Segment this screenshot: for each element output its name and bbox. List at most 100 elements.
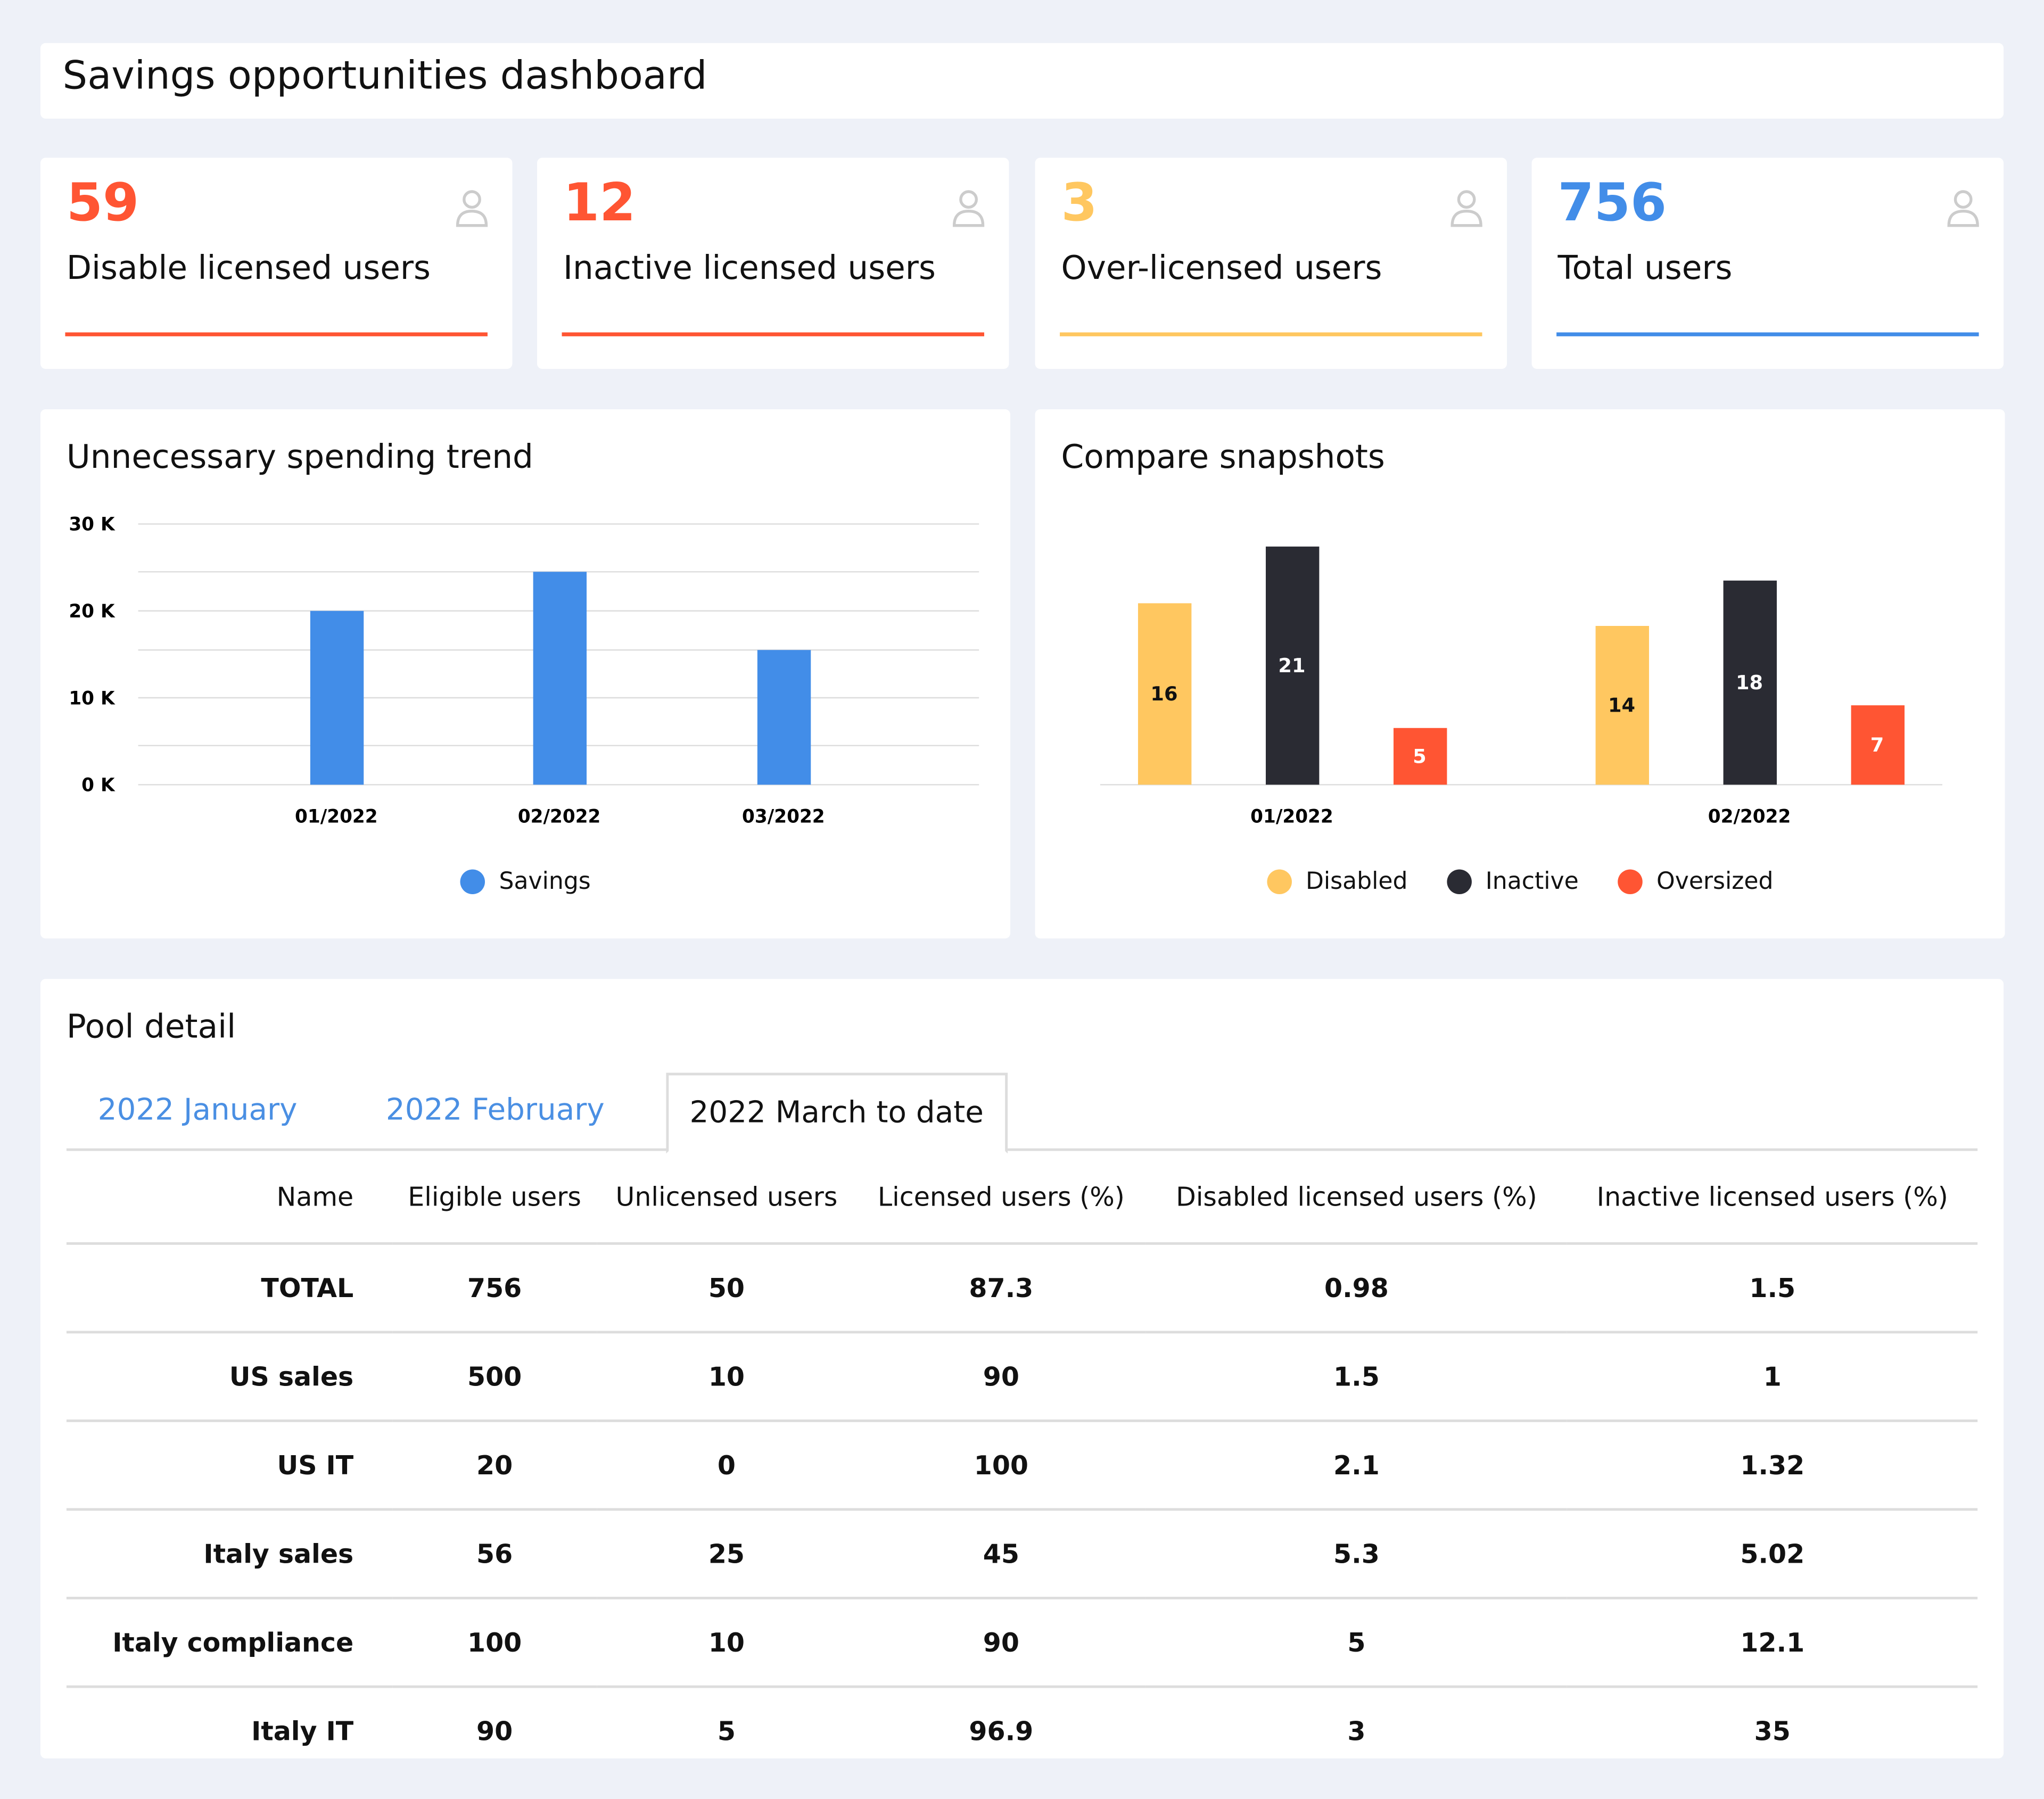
table-cell: 50 bbox=[596, 1243, 857, 1334]
table-cell: 5 bbox=[1145, 1598, 1568, 1688]
column-header[interactable]: Inactive licensed users (%) bbox=[1567, 1151, 1978, 1245]
x-tick-label: 03/2022 bbox=[742, 806, 825, 827]
legend-dot bbox=[1446, 869, 1471, 895]
stat-underline bbox=[1060, 332, 1482, 336]
column-header[interactable]: Disabled licensed users (%) bbox=[1145, 1151, 1568, 1245]
chart-title: Unnecessary spending trend bbox=[66, 438, 533, 476]
x-tick-label: 01/2022 bbox=[295, 806, 378, 827]
table-cell: Italy sales bbox=[66, 1509, 393, 1599]
bar-savings bbox=[757, 650, 811, 785]
table-cell: 20 bbox=[392, 1421, 597, 1511]
page-title: Savings opportunities dashboard bbox=[62, 53, 707, 100]
table-cell: 1.5 bbox=[1145, 1332, 1568, 1422]
stat-value: 59 bbox=[66, 173, 139, 234]
x-tick-label: 02/2022 bbox=[518, 806, 601, 827]
table-cell: 756 bbox=[392, 1243, 597, 1334]
pool-tabs: 2022 January 2022 February 2022 March to… bbox=[66, 1072, 1978, 1154]
bar-oversized bbox=[1851, 705, 1905, 785]
stat-underline bbox=[562, 332, 984, 336]
legend-item-disabled[interactable]: Disabled bbox=[1266, 868, 1407, 895]
table-cell: 45 bbox=[856, 1509, 1146, 1599]
table-cell: US IT bbox=[66, 1421, 393, 1511]
table-row[interactable]: Italy IT 90 5 96.9 3 35 bbox=[67, 1687, 1977, 1774]
user-icon bbox=[1947, 190, 1979, 227]
bar-disabled bbox=[1595, 626, 1649, 785]
legend-item-oversized[interactable]: Oversized bbox=[1617, 868, 1774, 896]
tab-2022-february[interactable]: 2022 February bbox=[385, 1093, 605, 1128]
stat-underline bbox=[1556, 332, 1979, 336]
legend-label: Inactive bbox=[1485, 868, 1579, 896]
chart-legend: Disabled Inactive Oversized bbox=[1035, 868, 2005, 901]
table-cell: TOTAL bbox=[66, 1243, 393, 1334]
stat-underline bbox=[65, 332, 488, 336]
table-cell: 3 bbox=[1347, 1715, 1366, 1747]
y-tick-label: 20 K bbox=[69, 601, 116, 622]
bar-savings bbox=[310, 610, 364, 785]
stat-card: 756 Total users bbox=[1531, 158, 2004, 369]
data-label: 5 bbox=[1413, 745, 1427, 768]
bar-oversized bbox=[1393, 728, 1447, 785]
table-cell: 1.32 bbox=[1567, 1421, 1978, 1511]
stat-value: 756 bbox=[1557, 173, 1667, 234]
tab-2022-march-to-date[interactable]: 2022 March to date bbox=[666, 1072, 1007, 1154]
y-tick-label: 10 K bbox=[69, 688, 116, 709]
stat-card: 59 Disable licensed users bbox=[40, 158, 513, 369]
legend-item-inactive[interactable]: Inactive bbox=[1446, 868, 1579, 896]
table-cell: 25 bbox=[596, 1509, 857, 1599]
table-row[interactable]: TOTAL 756 50 87.3 0.98 1.5 bbox=[66, 1243, 1978, 1334]
legend-dot bbox=[460, 869, 485, 895]
table-cell: Italy compliance bbox=[66, 1598, 393, 1688]
table-row[interactable]: Italy sales 56 25 45 5.3 5.02 bbox=[66, 1509, 1978, 1599]
compare-snapshots-card: Compare snapshots 16 21 5 01/2022 14 18 7 02/20… bbox=[1035, 409, 2005, 939]
table-cell: 90 bbox=[856, 1332, 1146, 1422]
table-row[interactable]: US sales 500 10 90 1.5 1 bbox=[66, 1332, 1978, 1422]
legend-dot bbox=[1617, 869, 1643, 895]
data-label: 7 bbox=[1870, 733, 1884, 756]
table-cell: 90 bbox=[856, 1598, 1146, 1688]
chart-title: Compare snapshots bbox=[1061, 438, 1385, 476]
table-header-row: Name Eligible users Unlicensed users Licens… bbox=[66, 1151, 1978, 1245]
table-cell: 100 bbox=[392, 1598, 597, 1688]
table-cell: US sales bbox=[66, 1332, 393, 1422]
table-cell: 5.02 bbox=[1567, 1509, 1978, 1599]
stat-value: 12 bbox=[563, 173, 636, 234]
column-header[interactable]: Name bbox=[66, 1151, 393, 1245]
compare-snapshots-chart: 16 21 5 01/2022 14 18 7 02/2022 bbox=[1100, 546, 1943, 827]
legend-label: Oversized bbox=[1656, 868, 1774, 896]
legend-dot bbox=[1266, 869, 1292, 895]
table-cell: 2.1 bbox=[1145, 1421, 1568, 1511]
stat-card: 12 Inactive licensed users bbox=[537, 158, 1009, 369]
bar-inactive bbox=[1265, 546, 1320, 785]
stat-label: Inactive licensed users bbox=[563, 249, 936, 287]
stat-label: Total users bbox=[1557, 249, 1733, 287]
data-label: 21 bbox=[1278, 654, 1305, 677]
spending-trend-chart: 0 K 10 K 20 K 30 K 01/2022 02/2022 03/2022 bbox=[69, 514, 979, 827]
table-cell: 12.1 bbox=[1567, 1598, 1978, 1688]
header-bar: Savings opportunities dashboard bbox=[40, 43, 2004, 119]
bar-savings bbox=[533, 572, 587, 785]
section-title: Pool detail bbox=[66, 1008, 236, 1046]
stat-label: Disable licensed users bbox=[66, 249, 431, 287]
table-row[interactable]: US IT 20 0 100 2.1 1.32 bbox=[66, 1421, 1978, 1511]
tab-2022-january[interactable]: 2022 January bbox=[97, 1093, 298, 1128]
table-cell: 0 bbox=[596, 1421, 857, 1511]
legend-item-savings[interactable]: Savings bbox=[460, 868, 591, 895]
pool-detail-card: Pool detail 2022 January 2022 February 2… bbox=[40, 979, 2004, 1759]
data-label: 16 bbox=[1150, 682, 1177, 705]
table-cell: 500 bbox=[392, 1332, 597, 1422]
table-cell: 96.9 bbox=[969, 1715, 1034, 1747]
column-header[interactable]: Eligible users bbox=[392, 1151, 597, 1245]
spending-trend-card: Unnecessary spending trend 0 K 10 K 20 K 30… bbox=[40, 409, 1010, 939]
data-label: 18 bbox=[1736, 671, 1763, 694]
stat-card: 3 Over-licensed users bbox=[1035, 158, 1507, 369]
column-header[interactable]: Licensed users (%) bbox=[856, 1151, 1146, 1245]
x-tick-label: 02/2022 bbox=[1708, 806, 1791, 827]
table-cell: 1.5 bbox=[1567, 1243, 1978, 1334]
legend-label: Savings bbox=[499, 868, 591, 896]
table-cell: Italy IT bbox=[251, 1715, 354, 1747]
table-row[interactable]: Italy compliance 100 10 90 5 12.1 bbox=[66, 1598, 1978, 1688]
stat-value: 3 bbox=[1061, 173, 1098, 234]
user-icon bbox=[1450, 190, 1482, 227]
table-cell: 10 bbox=[596, 1332, 857, 1422]
column-header[interactable]: Unlicensed users bbox=[596, 1151, 857, 1245]
